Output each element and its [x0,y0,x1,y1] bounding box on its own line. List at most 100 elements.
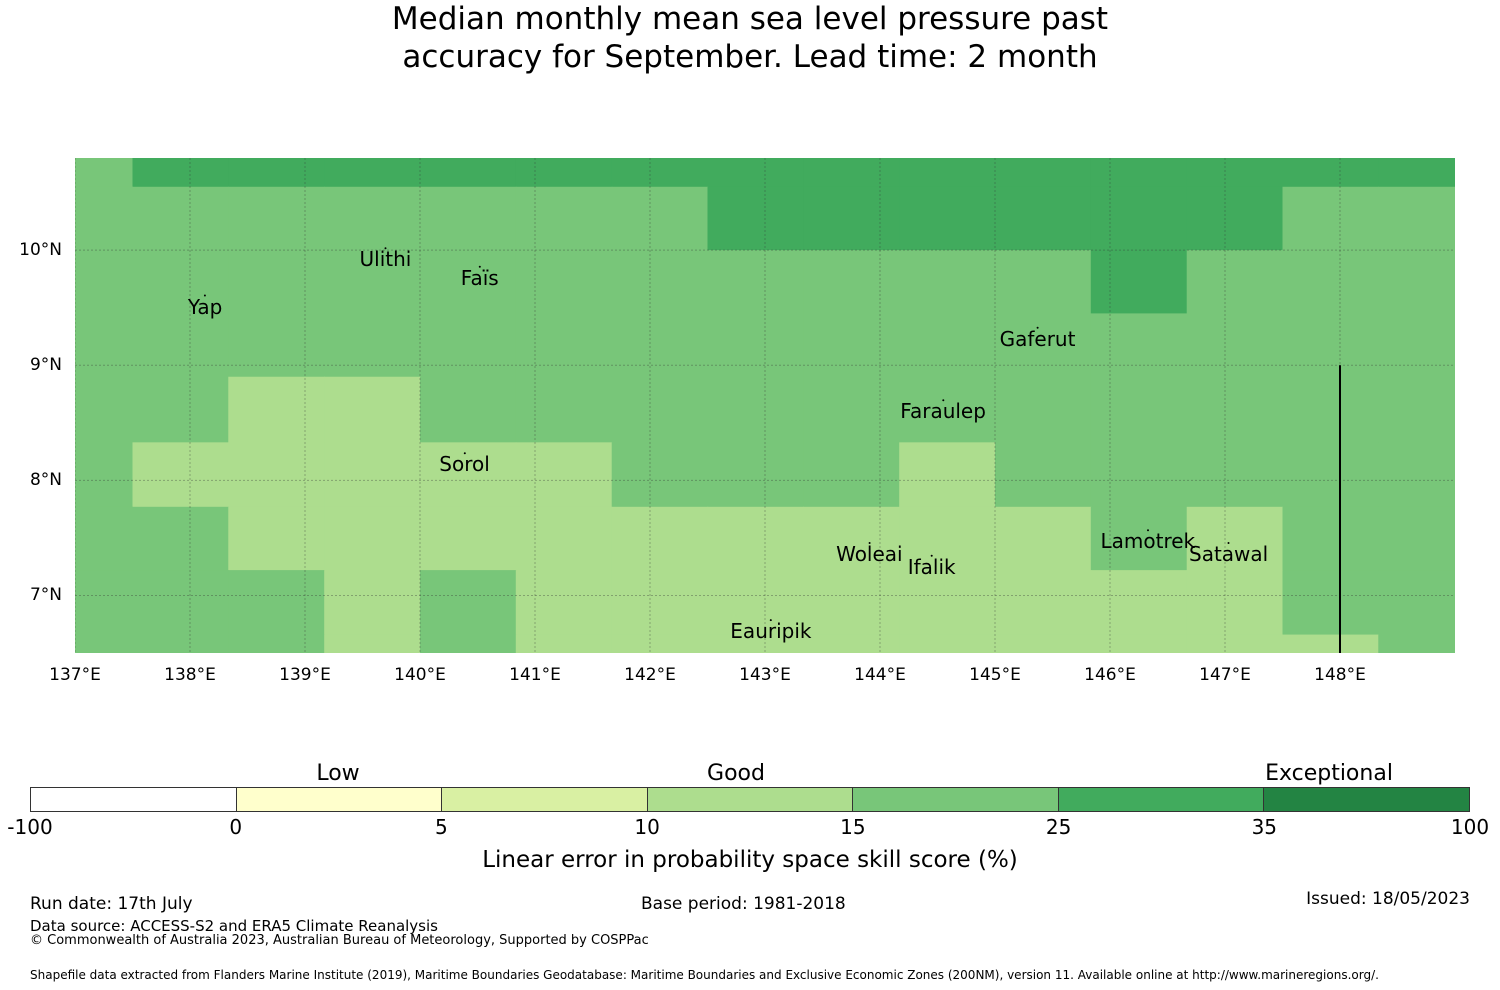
grid-cell [75,186,134,251]
grid-cell [324,250,421,314]
grid-cell [228,186,325,251]
grid-cell [995,250,1092,314]
colorbar-tick-label: 15 [840,815,866,839]
longitude-tick-label: 137°E [49,665,101,685]
grid-cell [707,634,804,653]
grid-cell [420,313,517,378]
grid-cell [611,570,709,636]
grid-cell [899,376,996,443]
chart-title-line-2: accuracy for September. Lead time: 2 mon… [402,39,1098,75]
grid-cell [1378,634,1455,653]
grid-cell [899,442,996,508]
grid-cell [1090,158,1188,188]
longitude-tick-label: 144°E [854,665,906,685]
grid-cell [324,158,421,188]
colorbar-segment [853,788,1059,811]
island-marker [1147,529,1149,532]
grid-cell [1186,634,1284,653]
longitude-tick-label: 148°E [1314,665,1366,685]
grid-cell [803,313,900,378]
colorbar [30,787,1470,812]
grid-cell [1090,186,1188,251]
grid-cell [1090,570,1188,636]
grid-cell [324,570,421,636]
grid-cell [420,186,517,251]
shapefile-credit: Shapefile data extracted from Flanders M… [30,968,1379,982]
grid-cell [324,313,421,378]
grid-cell [324,376,421,443]
grid-cell [1378,186,1455,251]
colorbar-segment [1058,788,1265,811]
colorbar-tick-label: 0 [229,815,243,839]
grid-cell [228,313,325,378]
grid-cell [1378,158,1455,188]
grid-cell [515,250,613,314]
grid-cell [803,186,900,251]
grid-cell [1186,186,1284,251]
grid-cell [75,506,134,571]
grid-cell [75,313,134,378]
place-label-satawal: Satawal [1189,542,1269,566]
map-panel[interactable] [75,158,1455,653]
place-label-yap: Yap [187,294,223,319]
grid-cell [75,634,134,653]
colorbar-tick-label: 25 [1045,815,1072,839]
colorbar-tick-label: -100 [7,815,53,839]
grid-cell [995,313,1092,378]
copyright-notice: © Commonwealth of Australia 2023, Austra… [30,933,649,948]
grid-cell [1378,376,1455,443]
colorbar-segment [236,788,443,811]
grid-cell [1090,442,1188,508]
island-marker [1036,326,1039,329]
skill-map[interactable] [75,158,1455,653]
island-marker [203,294,206,297]
grid-cell [515,570,613,636]
grid-cell [420,376,517,443]
island-marker [942,399,945,402]
grid-cell [611,442,709,508]
grid-cell [1378,313,1455,378]
colorbar-segment [442,788,648,811]
island-marker [384,247,387,250]
grid-cell [75,158,134,188]
grid-cell [803,376,900,443]
grid-cell [707,570,804,636]
grid-cell [1186,570,1284,636]
grid-cell [995,634,1092,653]
grid-cell [1282,158,1379,188]
longitude-tick-label: 140°E [394,665,446,685]
grid-cell [803,442,900,508]
grid-cell [1186,506,1284,571]
grid-cell [324,506,421,571]
colorbar-tick-label: 35 [1251,815,1278,839]
grid-cell [611,634,709,653]
grid-cell [707,442,804,508]
grid-cell [132,186,229,251]
grid-cell [1378,442,1455,508]
grid-cell [228,376,325,443]
grid-cell [228,570,325,636]
grid-cell [515,376,613,443]
grid-cell [132,376,229,443]
grid-cell [611,186,709,251]
grid-cell [75,250,134,314]
grid-cell [228,250,325,314]
grid-cell [1282,250,1379,314]
grid-cell [1282,376,1379,443]
grid-cell [1090,634,1188,653]
grid-cell [1282,313,1379,378]
grid-cell [132,634,229,653]
grid-cell [132,506,229,571]
grid-cell [420,506,517,571]
grid-cell [228,634,325,653]
grid-cell [995,442,1092,508]
grid-cell [420,250,517,314]
place-label-ifalik: Ifalik [907,554,956,579]
longitude-tick-label: 142°E [624,665,676,685]
grid-cell [803,250,900,314]
latitude-tick-label: 8°N [29,470,62,491]
colorbar-tick-label: 100 [1450,815,1490,839]
grid-cell [515,506,613,571]
island-marker [1227,542,1230,544]
longitude-tick-label: 145°E [969,665,1021,685]
